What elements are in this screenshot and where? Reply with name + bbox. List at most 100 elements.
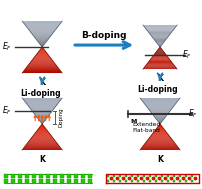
Polygon shape xyxy=(147,139,173,141)
Polygon shape xyxy=(23,148,61,149)
Text: $E_F$: $E_F$ xyxy=(182,49,192,61)
Polygon shape xyxy=(26,26,58,27)
Polygon shape xyxy=(149,60,171,61)
Polygon shape xyxy=(154,39,166,40)
Polygon shape xyxy=(144,67,176,68)
Polygon shape xyxy=(147,30,173,31)
Polygon shape xyxy=(25,24,60,25)
Polygon shape xyxy=(27,66,57,67)
Polygon shape xyxy=(37,40,48,41)
Polygon shape xyxy=(153,38,167,39)
Polygon shape xyxy=(144,103,176,104)
Polygon shape xyxy=(31,137,53,139)
Polygon shape xyxy=(36,116,48,117)
Text: K: K xyxy=(39,78,45,87)
Polygon shape xyxy=(145,143,175,144)
Polygon shape xyxy=(36,131,48,132)
Polygon shape xyxy=(31,33,53,34)
Polygon shape xyxy=(147,63,173,64)
Polygon shape xyxy=(37,118,47,119)
Polygon shape xyxy=(28,142,57,143)
Polygon shape xyxy=(26,67,58,68)
Polygon shape xyxy=(159,124,161,125)
Polygon shape xyxy=(38,42,46,43)
Polygon shape xyxy=(35,55,49,56)
Polygon shape xyxy=(158,49,162,50)
Polygon shape xyxy=(144,144,176,145)
Polygon shape xyxy=(157,120,163,121)
Polygon shape xyxy=(150,59,170,60)
Text: B-doping: B-doping xyxy=(81,31,127,40)
Polygon shape xyxy=(22,72,62,73)
Polygon shape xyxy=(39,43,45,44)
Text: $E_F$: $E_F$ xyxy=(2,105,12,117)
Polygon shape xyxy=(28,105,57,106)
Polygon shape xyxy=(37,117,48,118)
Text: Doping: Doping xyxy=(58,108,63,127)
Polygon shape xyxy=(33,35,52,36)
Polygon shape xyxy=(39,127,45,128)
Polygon shape xyxy=(157,127,163,128)
Polygon shape xyxy=(146,105,175,106)
Polygon shape xyxy=(36,39,48,40)
Polygon shape xyxy=(41,122,44,123)
Polygon shape xyxy=(40,126,45,127)
Polygon shape xyxy=(158,125,162,126)
Polygon shape xyxy=(156,51,164,52)
Polygon shape xyxy=(38,128,46,129)
Polygon shape xyxy=(154,116,166,117)
Polygon shape xyxy=(144,26,176,27)
Polygon shape xyxy=(149,137,171,139)
Polygon shape xyxy=(29,107,55,108)
Polygon shape xyxy=(142,146,178,147)
Text: M: M xyxy=(130,119,137,124)
Polygon shape xyxy=(142,101,178,102)
Polygon shape xyxy=(154,131,166,132)
Polygon shape xyxy=(25,145,59,146)
Polygon shape xyxy=(156,128,164,129)
Polygon shape xyxy=(141,99,179,100)
Polygon shape xyxy=(25,69,60,70)
Polygon shape xyxy=(30,62,54,63)
Polygon shape xyxy=(152,133,168,134)
Polygon shape xyxy=(155,117,166,118)
Polygon shape xyxy=(33,58,52,60)
Polygon shape xyxy=(150,136,170,137)
Polygon shape xyxy=(142,147,178,148)
Polygon shape xyxy=(151,112,169,114)
Polygon shape xyxy=(29,106,56,107)
Polygon shape xyxy=(26,144,58,145)
Polygon shape xyxy=(26,103,58,104)
Polygon shape xyxy=(153,55,167,56)
Polygon shape xyxy=(29,30,55,32)
Polygon shape xyxy=(23,71,61,72)
Text: Extended
Flat-band: Extended Flat-band xyxy=(132,122,160,133)
Polygon shape xyxy=(153,56,167,57)
Polygon shape xyxy=(41,123,43,124)
Polygon shape xyxy=(27,104,57,105)
Polygon shape xyxy=(28,65,57,66)
Polygon shape xyxy=(148,108,172,109)
Polygon shape xyxy=(153,132,167,133)
Polygon shape xyxy=(29,29,56,30)
Polygon shape xyxy=(22,98,62,99)
Polygon shape xyxy=(35,38,49,39)
Polygon shape xyxy=(148,31,172,32)
Polygon shape xyxy=(33,135,52,136)
Polygon shape xyxy=(24,70,61,71)
Polygon shape xyxy=(25,102,59,103)
Polygon shape xyxy=(157,50,163,51)
Polygon shape xyxy=(156,119,164,120)
Polygon shape xyxy=(153,37,167,38)
Polygon shape xyxy=(23,22,61,23)
Polygon shape xyxy=(41,48,44,49)
Polygon shape xyxy=(145,28,175,29)
Text: $E_F$: $E_F$ xyxy=(2,41,12,53)
Polygon shape xyxy=(30,108,54,109)
Polygon shape xyxy=(149,33,171,34)
Polygon shape xyxy=(155,53,165,54)
Polygon shape xyxy=(25,68,59,69)
Polygon shape xyxy=(140,98,180,99)
Polygon shape xyxy=(41,47,43,48)
Polygon shape xyxy=(29,64,56,65)
